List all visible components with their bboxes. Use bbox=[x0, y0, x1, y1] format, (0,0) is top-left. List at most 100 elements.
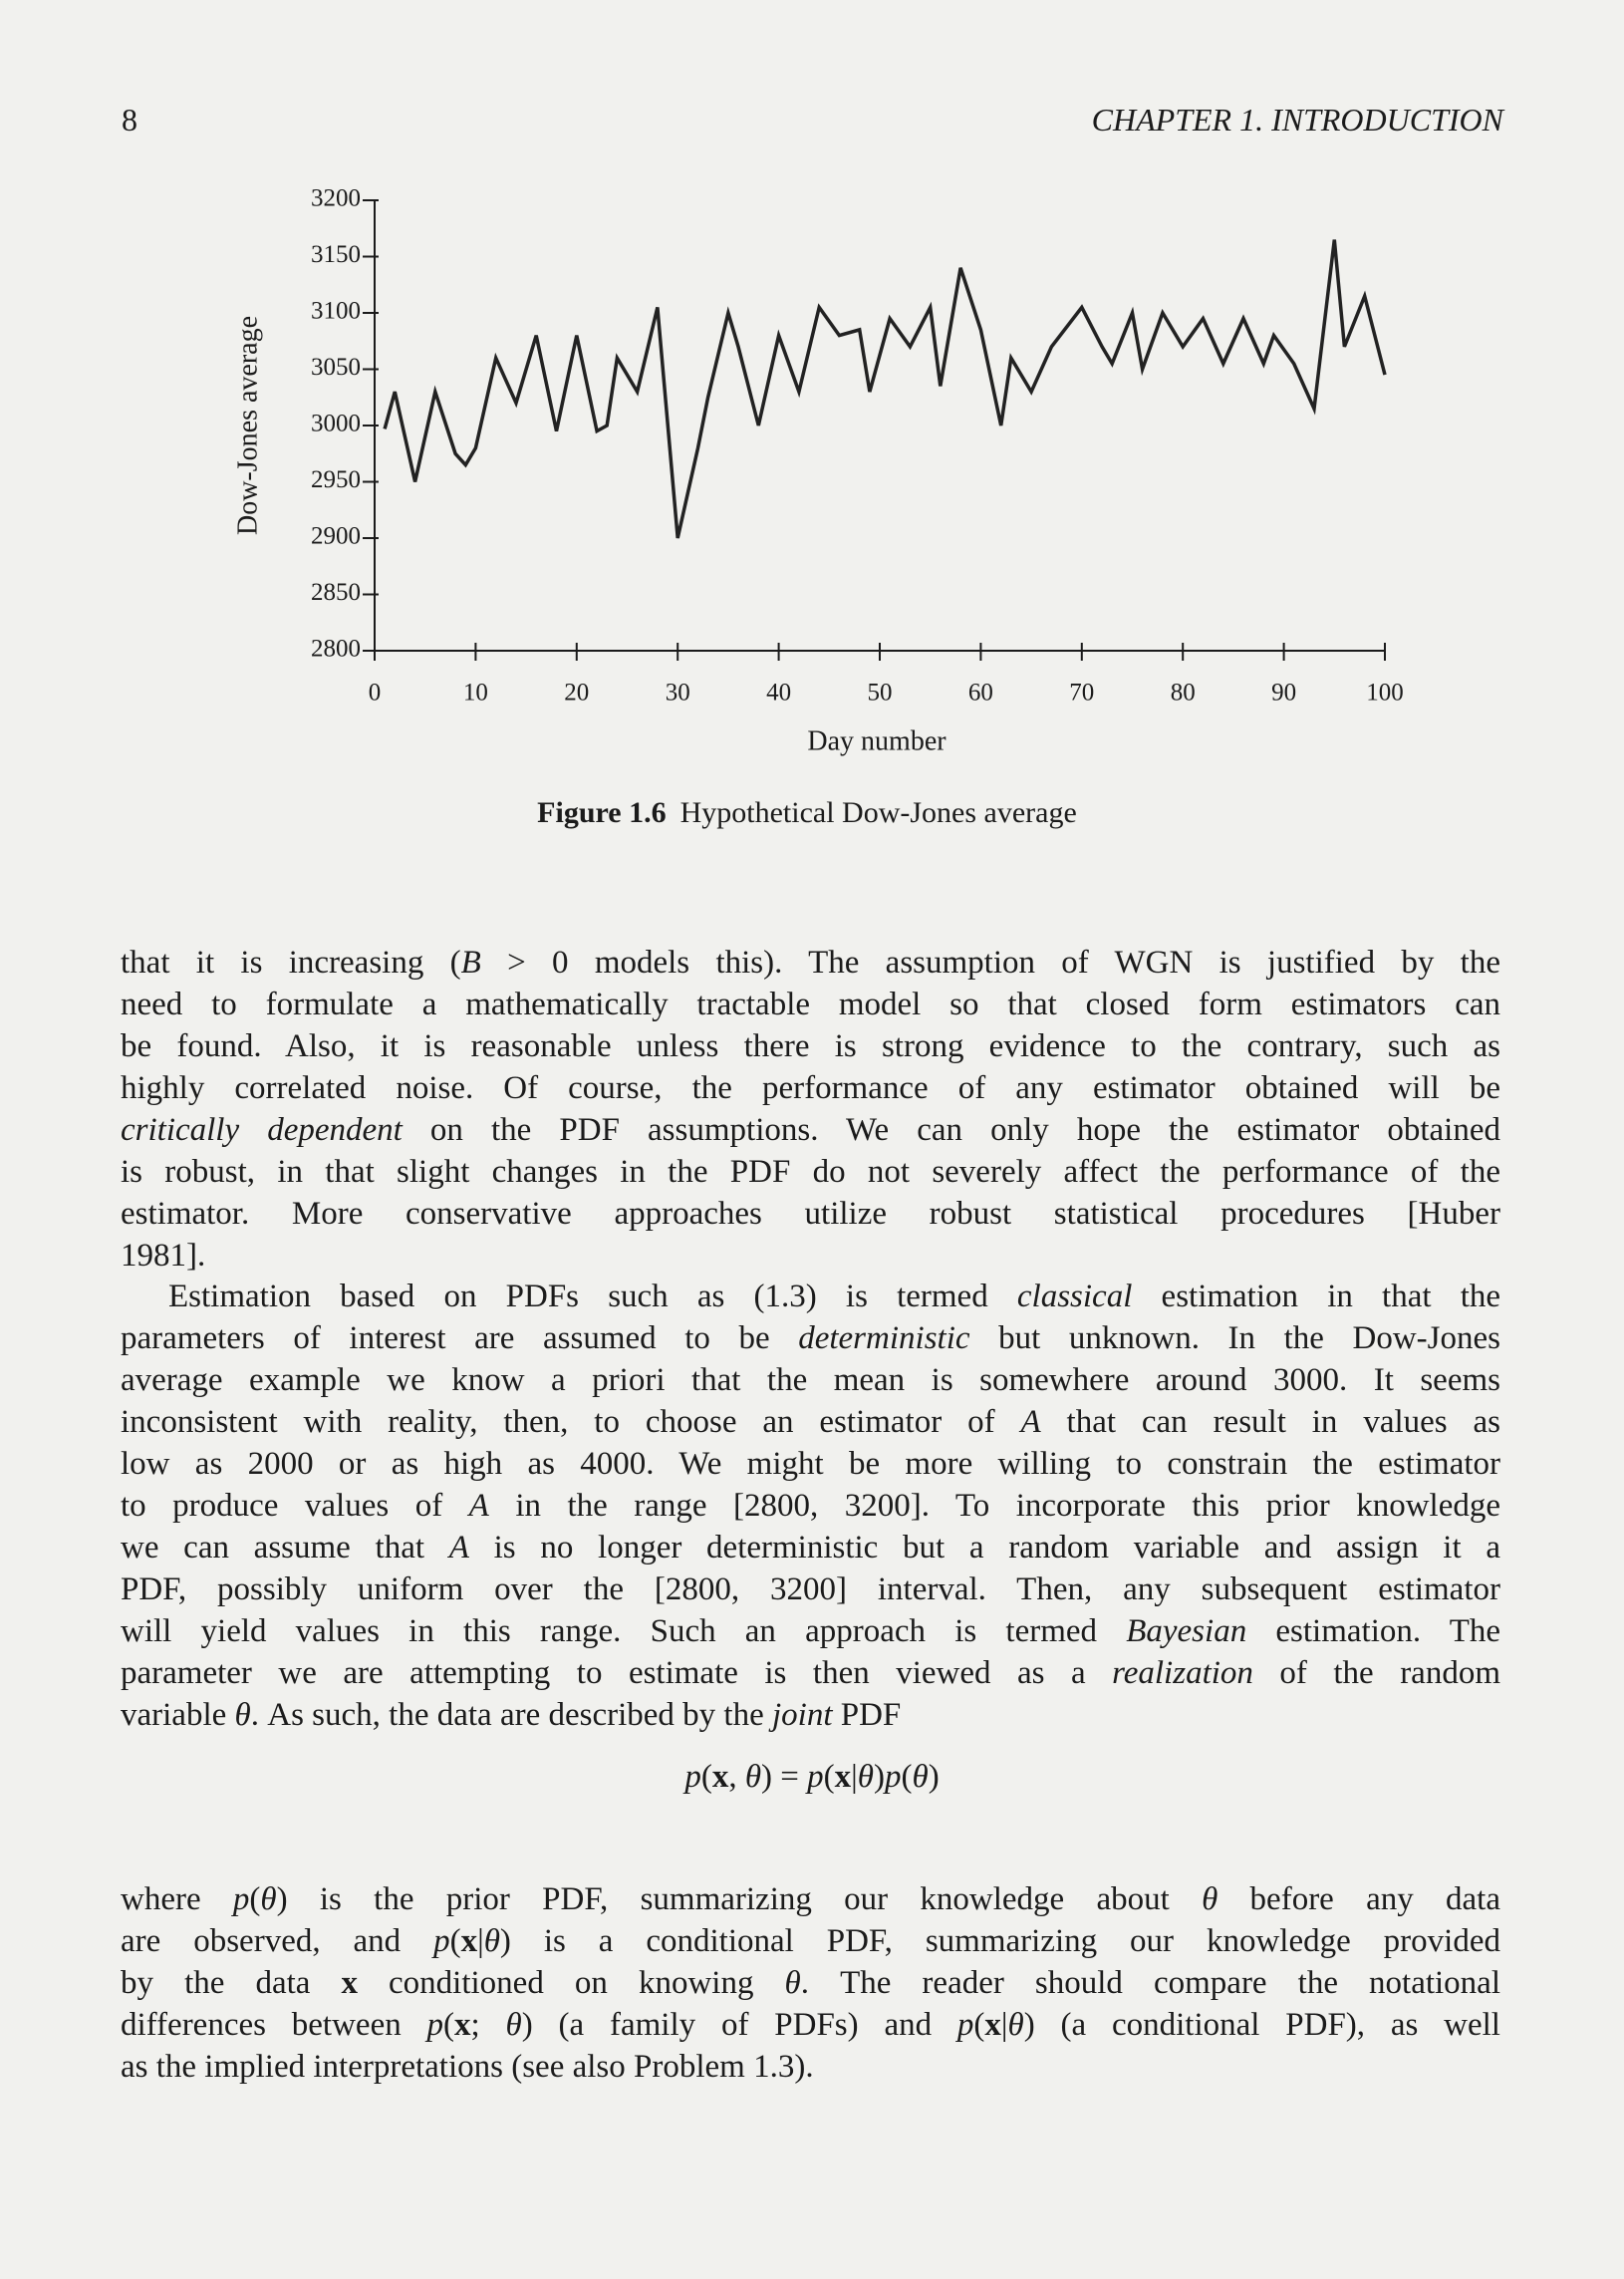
text-run: differences between bbox=[121, 2007, 427, 2043]
x-tick-label: 100 bbox=[1366, 680, 1404, 707]
x-tick-label: 90 bbox=[1271, 680, 1296, 707]
text-run: is no longer deterministic but a random … bbox=[468, 1530, 1500, 1566]
x-axis-label: Day number bbox=[807, 725, 947, 756]
text-run: in the range [2800, 3200]. To incorporat… bbox=[488, 1488, 1500, 1524]
italic-text: critically dependent bbox=[121, 1112, 403, 1148]
text-run: that can result in values as bbox=[1040, 1404, 1500, 1440]
text-line: is robust, in that slight changes in the… bbox=[121, 1151, 1500, 1193]
text-run: | bbox=[851, 1759, 858, 1795]
text-run: by the data bbox=[121, 1965, 342, 2001]
text-run: parameter we are attempting to estimate … bbox=[121, 1655, 1113, 1691]
italic-text: θ bbox=[505, 2007, 522, 2043]
y-tick-label: 2850 bbox=[311, 579, 361, 606]
x-tick-label: 20 bbox=[564, 680, 589, 707]
text-run: ( bbox=[823, 1759, 835, 1795]
text-run: ) bbox=[928, 1759, 940, 1795]
x-tick-label: 60 bbox=[968, 680, 993, 707]
italic-text: p bbox=[433, 1923, 450, 1959]
italic-text: deterministic bbox=[798, 1320, 970, 1356]
italic-text: p bbox=[426, 2007, 444, 2043]
italic-text: p bbox=[807, 1759, 824, 1795]
text-line: as the implied interpretations (see also… bbox=[121, 2046, 1500, 2088]
text-run: conditioned on knowing bbox=[357, 1965, 785, 2001]
text-run: ( bbox=[249, 1881, 261, 1917]
bold-text: x bbox=[341, 1965, 358, 2001]
italic-text: θ bbox=[260, 1881, 277, 1917]
italic-text: realization bbox=[1112, 1655, 1253, 1691]
text-run: parameters of interest are assumed to be bbox=[121, 1320, 799, 1356]
text-run: ) (a conditional PDF), as well bbox=[1023, 2007, 1500, 2043]
italic-text: classical bbox=[1016, 1279, 1133, 1314]
text-line: low as 2000 or as high as 4000. We might… bbox=[121, 1443, 1500, 1485]
italic-text: θ bbox=[1007, 2007, 1024, 2043]
text-line: Estimation based on PDFs such as (1.3) i… bbox=[121, 1276, 1500, 1317]
y-tick-label: 3000 bbox=[311, 411, 361, 437]
text-run: ( bbox=[901, 1759, 913, 1795]
text-run: we can assume that bbox=[121, 1530, 449, 1566]
text-run: ) is a conditional PDF, summarizing our … bbox=[499, 1923, 1500, 1959]
italic-text: A bbox=[1020, 1404, 1041, 1440]
italic-text: p bbox=[956, 2007, 974, 2043]
text-run: that it is increasing ( bbox=[121, 945, 461, 981]
x-tick-label: 70 bbox=[1069, 680, 1094, 707]
italic-text: θ bbox=[234, 1697, 251, 1733]
text-run: to produce values of bbox=[121, 1488, 469, 1524]
text-line: parameter we are attempting to estimate … bbox=[121, 1652, 1500, 1694]
text-line: that it is increasing (B > 0 models this… bbox=[121, 942, 1500, 984]
text-run: average example we know a priori that th… bbox=[121, 1362, 1500, 1398]
text-run: as the implied interpretations (see also… bbox=[121, 2049, 814, 2085]
text-run: inconsistent with reality, then, to choo… bbox=[121, 1404, 1021, 1440]
text-run: estimator. More conservative approaches … bbox=[121, 1196, 1500, 1232]
text-line: differences between p(x; θ) (a family of… bbox=[121, 2004, 1500, 2046]
italic-text: θ bbox=[483, 1923, 500, 1959]
text-line: need to formulate a mathematically tract… bbox=[121, 984, 1500, 1025]
text-run: be found. Also, it is reasonable unless … bbox=[121, 1028, 1500, 1064]
text-run: , bbox=[728, 1759, 745, 1795]
text-run: before any data bbox=[1218, 1881, 1500, 1917]
x-tick-label: 50 bbox=[868, 680, 893, 707]
text-line: estimator. More conservative approaches … bbox=[121, 1193, 1500, 1235]
italic-text: p bbox=[884, 1759, 902, 1795]
x-tick-label: 10 bbox=[463, 680, 488, 707]
text-run: | bbox=[1000, 2007, 1008, 2043]
italic-text: θ bbox=[1202, 1881, 1218, 1917]
text-run: . As such, the data are described by the bbox=[250, 1697, 772, 1733]
text-run: estimation. The bbox=[1246, 1613, 1501, 1649]
chart: Day number Dow-Jones average Figure 1.6 H… bbox=[232, 185, 1404, 829]
text-line: highly correlated noise. Of course, the … bbox=[121, 1067, 1500, 1109]
text-line: will yield values in this range. Such an… bbox=[121, 1610, 1500, 1652]
text-line: where p(θ) is the prior PDF, summarizing… bbox=[121, 1878, 1500, 1920]
text-run: variable bbox=[121, 1697, 235, 1733]
italic-text: Bayesian bbox=[1126, 1613, 1247, 1649]
italic-text: θ bbox=[744, 1759, 762, 1795]
text-run: | bbox=[477, 1923, 484, 1959]
italic-text: p bbox=[232, 1881, 250, 1917]
paragraph: Estimation based on PDFs such as (1.3) i… bbox=[121, 1276, 1500, 1736]
text-line: inconsistent with reality, then, to choo… bbox=[121, 1401, 1500, 1443]
y-tick-label: 2900 bbox=[311, 523, 361, 550]
italic-text: B bbox=[460, 945, 481, 981]
text-line: are observed, and p(x|θ) is a conditiona… bbox=[121, 1920, 1500, 1962]
italic-text: A bbox=[468, 1488, 489, 1524]
text-line: by the data x conditioned on knowing θ. … bbox=[121, 1962, 1500, 2004]
bold-text: x bbox=[454, 2007, 471, 2043]
y-tick-label: 3200 bbox=[311, 185, 361, 212]
text-line: parameters of interest are assumed to be… bbox=[121, 1317, 1500, 1359]
page-number: 8 bbox=[122, 102, 137, 138]
text-run: of the random bbox=[1252, 1655, 1500, 1691]
text-run: PDF bbox=[832, 1697, 902, 1733]
text-run: low as 2000 or as high as 4000. We might… bbox=[121, 1446, 1500, 1482]
italic-text: joint bbox=[771, 1697, 833, 1733]
paragraph: that it is increasing (B > 0 models this… bbox=[121, 942, 1500, 1277]
text-run: ; bbox=[470, 2007, 506, 2043]
running-head: CHAPTER 1. INTRODUCTION bbox=[1091, 102, 1503, 138]
text-run: 1981]. bbox=[121, 1238, 206, 1274]
y-axis-label: Dow-Jones average bbox=[232, 316, 263, 535]
text-line: to produce values of A in the range [280… bbox=[121, 1485, 1500, 1527]
y-tick-label: 2800 bbox=[311, 636, 361, 663]
text-line: variable θ. As such, the data are descri… bbox=[121, 1694, 1500, 1736]
y-tick-label: 3050 bbox=[311, 354, 361, 381]
text-run: need to formulate a mathematically tract… bbox=[121, 987, 1500, 1022]
text-run: Estimation based on PDFs such as (1.3) i… bbox=[168, 1279, 1017, 1314]
